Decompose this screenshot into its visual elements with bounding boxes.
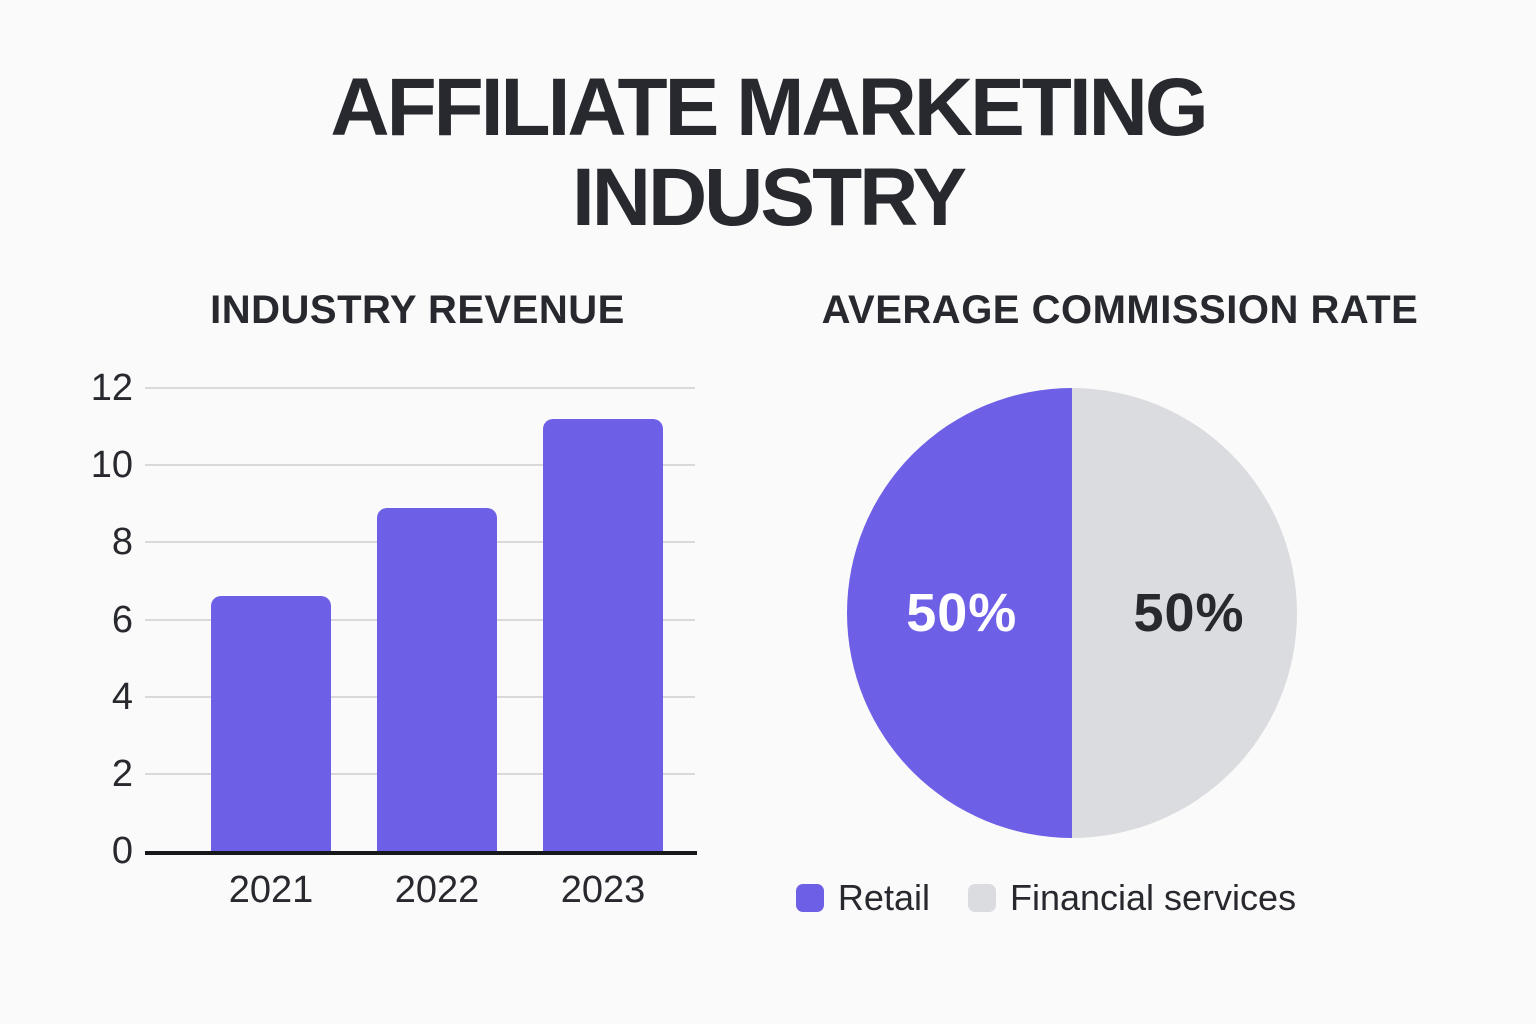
bar-chart-plot-area (145, 387, 695, 851)
gridline (145, 387, 695, 389)
legend-swatch-icon (795, 884, 824, 912)
bar-chart-y-axis: 0 2 4 6 8 10 12 (70, 369, 133, 870)
y-axis-tick-label: 8 (111, 521, 133, 564)
legend-label: Financial services (1009, 877, 1297, 918)
y-axis-tick-label: 12 (90, 367, 133, 409)
legend-swatch-icon (967, 884, 996, 912)
main-title-line-1: AFFILIATE MARKETING (330, 62, 1208, 153)
legend-label: Retail (837, 877, 930, 918)
legend-item-retail: Retail (795, 877, 930, 919)
x-axis-label-2021: 2021 (228, 869, 314, 911)
bar-chart-x-axis: 2021 2022 2023 (145, 868, 695, 918)
y-axis-tick-label: 4 (111, 675, 133, 718)
pie-chart: 50% 50% (847, 388, 1297, 838)
gridline (145, 464, 695, 467)
bar-chart-title: INDUSTRY REVENUE (210, 288, 625, 332)
pie-chart-legend: Retail Financial services (766, 877, 1326, 919)
bar-2023 (543, 418, 663, 851)
main-title-line-2: INDUSTRY (571, 152, 967, 243)
legend-item-financial-services: Financial services (967, 877, 1297, 919)
y-axis-tick-label: 10 (90, 444, 133, 487)
x-axis-label-2023: 2023 (560, 869, 646, 911)
pie-chart-title: AVERAGE COMMISSION RATE (821, 288, 1419, 332)
y-axis-tick-label: 0 (111, 830, 133, 872)
bar-2022 (377, 507, 497, 851)
bar-chart-x-axis-line (145, 851, 697, 855)
x-axis-label-2022: 2022 (394, 869, 480, 911)
y-axis-tick-label: 6 (111, 598, 133, 641)
pie-slice-label-retail: 50% (906, 583, 1018, 643)
main-title: AFFILIATE MARKETING INDUSTRY (0, 63, 1536, 243)
bar-2021 (211, 596, 331, 851)
y-axis-tick-label: 2 (111, 752, 133, 795)
pie-slice-label-financial-services: 50% (1133, 583, 1245, 643)
